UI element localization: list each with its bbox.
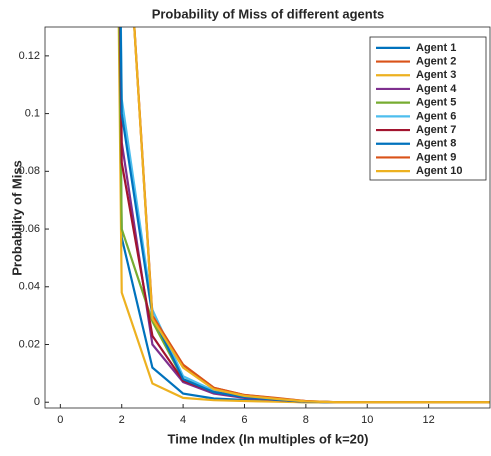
legend-label: Agent 5 [416, 97, 456, 109]
x-tick-label: 12 [422, 414, 434, 426]
legend-label: Agent 7 [416, 124, 456, 136]
x-tick-label: 6 [241, 414, 247, 426]
series-line [133, 27, 490, 404]
y-axis-label: Probability of Miss [9, 160, 24, 276]
y-tick-label: 0.12 [19, 50, 40, 62]
y-tick-label: 0.04 [19, 281, 40, 293]
legend-label: Agent 1 [416, 42, 456, 54]
x-tick-label: 10 [361, 414, 373, 426]
legend-label: Agent 6 [416, 110, 456, 122]
y-tick-label: 0.02 [19, 338, 40, 350]
x-tick-label: 2 [119, 414, 125, 426]
y-tick-label: 0.08 [19, 165, 40, 177]
x-axis-label: Time Index (In multiples of k=20) [168, 431, 369, 446]
axes-box [44, 26, 491, 409]
plot-area [117, 27, 490, 404]
y-tick-label: 0.1 [25, 107, 40, 119]
x-tick-label: 8 [303, 414, 309, 426]
chart-title: Probability of Miss of different agents [152, 6, 385, 21]
y-tick-label: 0.06 [19, 223, 40, 235]
x-tick-label: 0 [57, 414, 63, 426]
x-tick-label: 4 [180, 414, 186, 426]
legend-label: Agent 10 [416, 165, 462, 177]
legend-label: Agent 9 [416, 151, 456, 163]
y-tick-label: 0 [34, 396, 40, 408]
legend-label: Agent 2 [416, 55, 456, 67]
legend-label: Agent 3 [416, 69, 456, 81]
legend-label: Agent 4 [416, 83, 457, 95]
legend-label: Agent 8 [416, 138, 456, 150]
